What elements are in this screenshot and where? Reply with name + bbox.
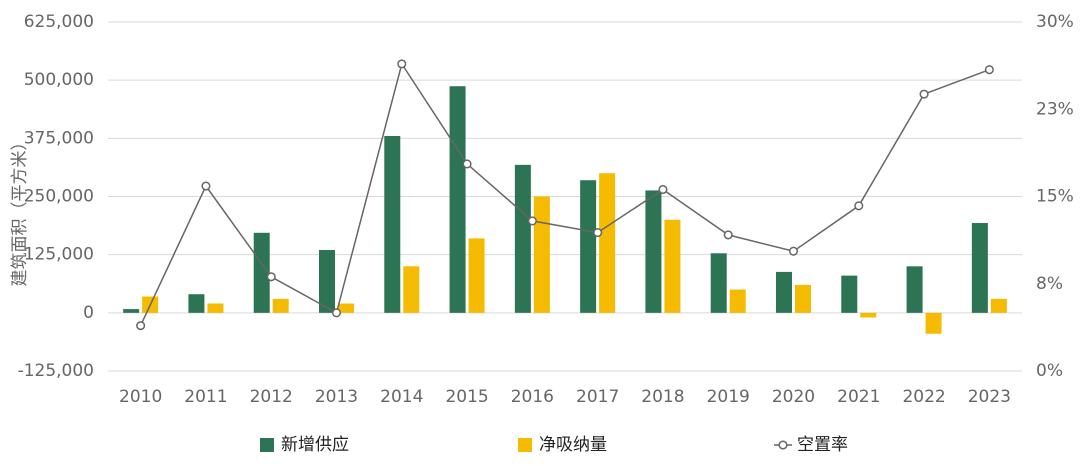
vacancy-point: [397, 59, 407, 69]
absorption-bar: [729, 289, 746, 313]
supply-bar: [514, 164, 531, 313]
absorption-bar: [795, 284, 811, 313]
absorption-bar: [599, 173, 616, 313]
x-tick-label: 2022: [902, 387, 945, 407]
absorption-bar: [990, 298, 1007, 313]
right-tick-label: 0%: [1036, 361, 1063, 381]
absorption-bar: [925, 312, 942, 334]
legend-label-vacancy: 空置率: [797, 435, 848, 455]
gridlines: [108, 21, 1022, 372]
left-tick-label: 500,000: [24, 70, 94, 90]
right-tick-label: 8%: [1036, 274, 1063, 294]
absorption-bar: [272, 298, 289, 313]
vacancy-line: [136, 59, 994, 331]
supply-bar: [319, 250, 335, 313]
right-tick-label: 23%: [1036, 99, 1074, 119]
supply-bar: [188, 294, 205, 313]
vacancy-point: [854, 201, 864, 211]
right-axis-ticks: 0% 8% 15% 23% 30%: [1036, 12, 1074, 381]
x-tick-label: 2023: [968, 387, 1011, 407]
supply-bar: [253, 232, 270, 313]
supply-bar: [384, 136, 401, 313]
absorption-bar: [664, 219, 681, 313]
left-tick-label: 0: [83, 303, 94, 323]
legend-swatch-absorption: [518, 438, 532, 452]
vacancy-point: [984, 65, 994, 75]
supply-bar: [449, 86, 466, 313]
x-tick-label: 2015: [445, 387, 488, 407]
supply-bar: [710, 253, 727, 313]
absorption-bar: [468, 238, 485, 313]
vacancy-point: [723, 230, 733, 240]
vacancy-point: [462, 159, 472, 169]
right-tick-label: 30%: [1036, 12, 1074, 32]
x-tick-label: 2018: [641, 387, 684, 407]
legend-label-absorption: 净吸纳量: [539, 435, 607, 455]
vacancy-point: [658, 184, 668, 195]
legend: 新增供应 净吸纳量 空置率: [260, 435, 848, 455]
supply-bar: [580, 180, 597, 313]
vacancy-line-path: [139, 62, 990, 326]
vacancy-point: [593, 228, 603, 238]
x-tick-label: 2010: [119, 387, 162, 407]
absorption-bar: [338, 303, 354, 313]
x-tick-label: 2013: [315, 387, 358, 407]
vacancy-point: [201, 181, 211, 191]
vacancy-point: [266, 272, 276, 282]
left-tick-label: 125,000: [24, 245, 94, 265]
legend-label-supply: 新增供应: [281, 435, 349, 455]
x-tick-label: 2019: [707, 387, 750, 407]
vacancy-point: [527, 216, 537, 226]
y-axis-label: 建筑面积（平方米）: [10, 134, 30, 287]
x-tick-label: 2020: [772, 387, 815, 407]
supply-bar: [645, 190, 662, 313]
x-tick-label: 2012: [250, 387, 293, 407]
x-tick-label: 2017: [576, 387, 619, 407]
left-tick-label: 625,000: [24, 12, 94, 32]
vacancy-point: [331, 308, 342, 318]
supply-bar: [841, 275, 858, 313]
vacancy-point: [788, 246, 799, 256]
x-tick-label: 2021: [837, 387, 880, 407]
absorption-bar: [860, 312, 877, 318]
absorption-bar: [403, 266, 420, 313]
x-axis-ticks: 2010 2011 2012 2013 2014 2015 2016 2017 2018 2019…: [119, 387, 1011, 407]
supply-bar: [123, 309, 140, 313]
bars: [123, 86, 1007, 334]
x-tick-label: 2016: [511, 387, 554, 407]
vacancy-point: [919, 89, 929, 99]
absorption-bar: [207, 303, 224, 313]
supply-bar: [776, 271, 792, 313]
x-tick-label: 2011: [184, 387, 227, 407]
left-tick-label: 250,000: [24, 187, 94, 207]
legend-swatch-supply: [260, 438, 274, 452]
supply-bar: [971, 223, 988, 313]
right-tick-label: 15%: [1036, 187, 1074, 207]
x-tick-label: 2014: [380, 387, 423, 407]
left-tick-label: -125,000: [18, 361, 94, 381]
supply-bar: [906, 266, 923, 313]
legend-swatch-vacancy-marker: [778, 440, 788, 450]
vacancy-point: [136, 321, 146, 331]
left-axis-ticks: -125,000 0 125,000 250,000 375,000 500,000 625…: [18, 12, 94, 381]
left-tick-label: 375,000: [24, 128, 94, 148]
absorption-bar: [533, 196, 550, 313]
